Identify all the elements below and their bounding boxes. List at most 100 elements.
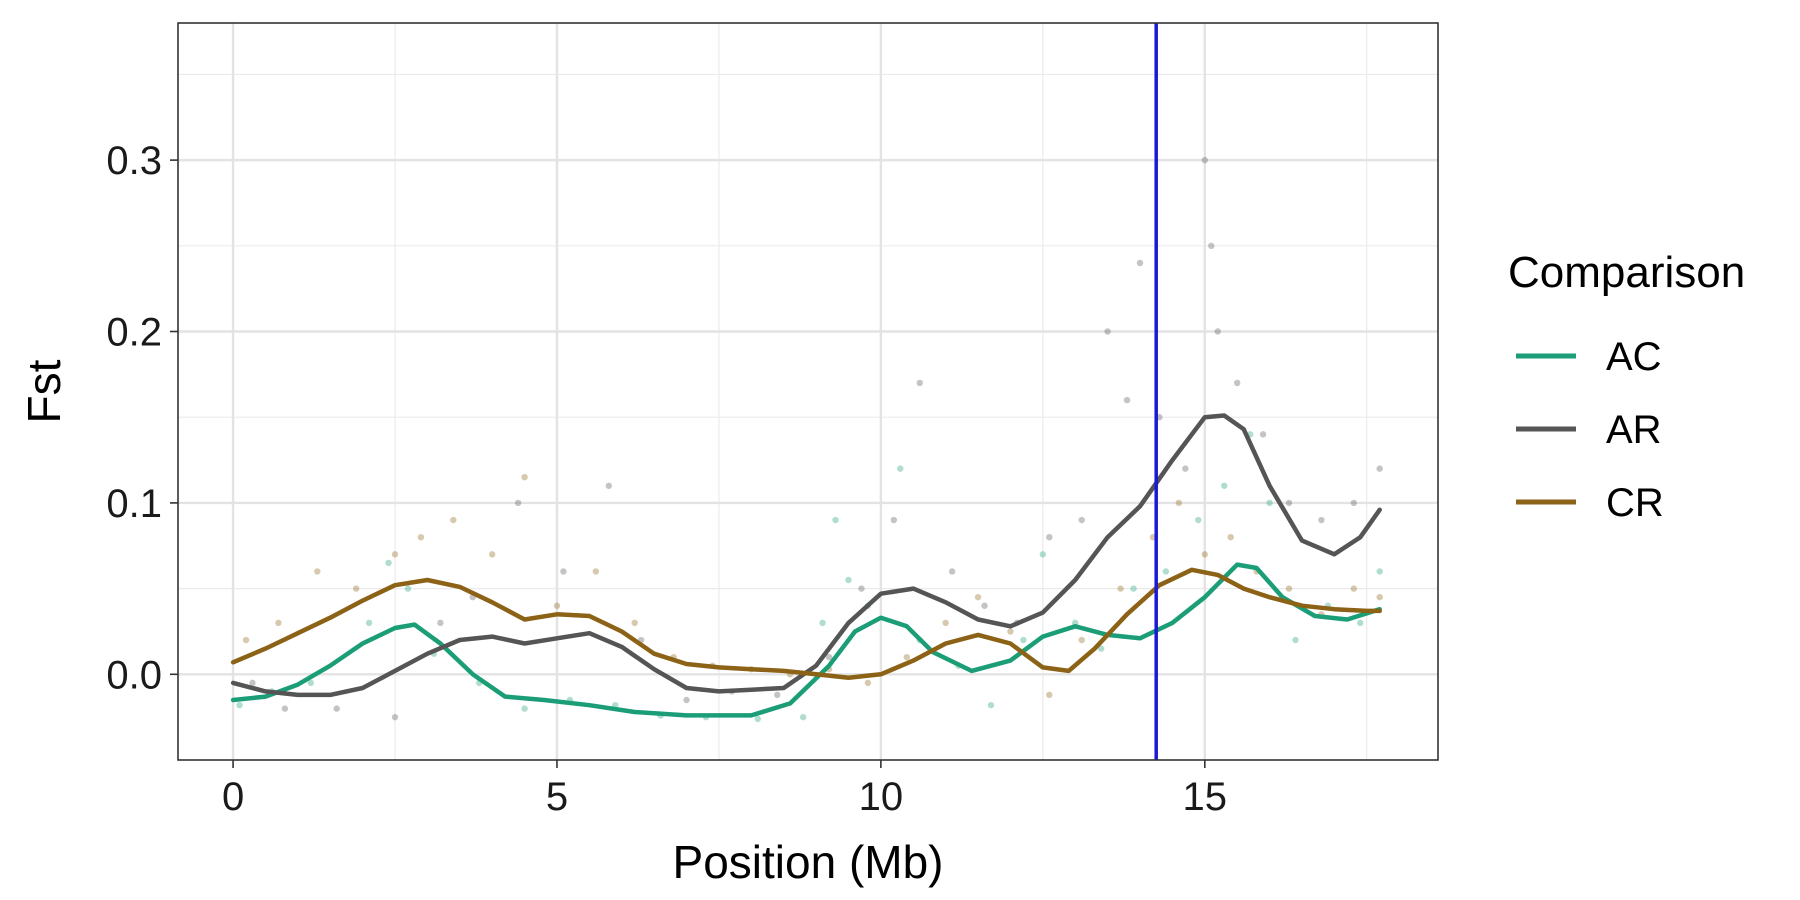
scatter-points: [236, 156, 1383, 723]
data-point-ar: [1104, 328, 1111, 335]
data-point-ar: [514, 499, 522, 507]
data-point-ac: [1020, 636, 1027, 644]
data-point-ac: [832, 516, 839, 524]
data-point-cr: [1046, 691, 1053, 699]
data-point-cr: [631, 619, 638, 627]
data-point-ac: [1195, 516, 1202, 524]
trend-line-cr: [230, 567, 1382, 680]
data-point-cr: [1007, 628, 1014, 635]
trend-line-ar: [230, 413, 1382, 698]
data-point-ac: [236, 701, 243, 709]
legend: Comparison AC AR CR: [1508, 248, 1745, 525]
data-point-cr: [417, 533, 425, 541]
data-point-ar: [1078, 516, 1085, 524]
data-point-cr: [450, 516, 457, 524]
data-point-cr: [314, 568, 321, 575]
data-point-ar: [981, 602, 988, 609]
data-point-ac: [1292, 636, 1299, 644]
data-point-ar: [1182, 465, 1189, 472]
trend-line-ac: [230, 562, 1382, 718]
data-point-ac: [1357, 619, 1364, 627]
data-point-ac: [1266, 499, 1273, 507]
legend-title: Comparison: [1508, 248, 1745, 297]
x-tick-label: 15: [1183, 775, 1228, 819]
data-point-cr: [391, 551, 399, 558]
y-tick-label: 0.1: [106, 482, 162, 526]
panel-background: [178, 23, 1438, 760]
data-point-ar: [560, 568, 567, 575]
data-point-ac: [521, 705, 528, 712]
data-point-ar: [1123, 396, 1131, 404]
data-point-ar: [1136, 259, 1144, 267]
x-tick-label: 5: [546, 775, 568, 819]
x-axis-title: Position (Mb): [673, 836, 944, 888]
data-point-ar: [890, 516, 898, 524]
data-point-ac: [987, 701, 995, 709]
data-point-ar: [1208, 242, 1215, 250]
data-point-ar: [1259, 431, 1267, 438]
data-point-ac: [1039, 551, 1047, 558]
data-point-ac: [404, 585, 412, 592]
data-point-ac: [365, 619, 373, 627]
data-point-ar: [858, 585, 865, 592]
data-point-ar: [437, 619, 444, 627]
data-point-cr: [1117, 585, 1124, 592]
data-point-cr: [864, 679, 872, 687]
data-point-ar: [1201, 156, 1208, 164]
y-tick-label: 0.2: [106, 311, 162, 355]
data-point-cr: [488, 551, 496, 558]
data-point-cr: [1175, 499, 1183, 507]
data-point-cr: [942, 619, 949, 627]
data-point-ac: [1162, 568, 1170, 575]
data-point-ac: [1097, 645, 1105, 652]
data-point-ac: [845, 576, 852, 584]
legend-items: AC AR CR: [1516, 335, 1664, 525]
data-point-cr: [553, 602, 561, 609]
data-point-cr: [1350, 585, 1357, 592]
x-axis: 0 5 10 15: [222, 760, 1227, 819]
plot-panel: [177, 22, 1439, 761]
data-point-ar: [1376, 465, 1383, 472]
y-axis: 0.0 0.1 0.2 0.3: [106, 139, 178, 697]
y-axis-title: Fst: [18, 359, 70, 423]
data-point-cr: [275, 619, 282, 627]
x-tick-label: 0: [222, 775, 244, 819]
data-point-ac: [897, 465, 904, 472]
data-point-cr: [974, 593, 982, 601]
data-point-cr: [1376, 593, 1383, 601]
data-point-ac: [819, 619, 826, 627]
y-tick-label: 0.0: [106, 653, 162, 697]
data-point-cr: [1078, 636, 1085, 644]
data-point-ar: [333, 705, 340, 712]
data-point-cr: [352, 585, 360, 592]
data-point-ac: [754, 715, 761, 723]
data-point-ar: [391, 713, 399, 721]
data-point-ar: [605, 482, 612, 489]
legend-label-ar: AR: [1606, 408, 1662, 452]
data-point-ar: [1318, 516, 1325, 524]
data-point-ac: [799, 713, 807, 721]
x-tick-label: 10: [859, 775, 904, 819]
data-point-ar: [948, 568, 956, 575]
legend-label-cr: CR: [1606, 481, 1664, 525]
data-point-ac: [307, 679, 315, 687]
trend-lines: [230, 413, 1382, 718]
data-point-ar: [281, 705, 289, 712]
data-point-cr: [903, 653, 910, 661]
data-point-ar: [825, 653, 833, 661]
data-point-cr: [1285, 585, 1293, 592]
data-point-ar: [774, 691, 781, 699]
data-point-ar: [1233, 379, 1241, 387]
data-point-cr: [1201, 551, 1208, 558]
data-point-ar: [683, 696, 690, 704]
data-point-ac: [1376, 568, 1383, 575]
data-point-cr: [1227, 533, 1234, 541]
data-point-ac: [1130, 585, 1137, 592]
legend-label-ac: AC: [1606, 335, 1662, 379]
data-point-ar: [1350, 499, 1357, 507]
data-point-ar: [1285, 499, 1293, 507]
data-point-ac: [1221, 482, 1228, 489]
data-point-ar: [916, 379, 923, 387]
data-point-cr: [242, 636, 250, 644]
